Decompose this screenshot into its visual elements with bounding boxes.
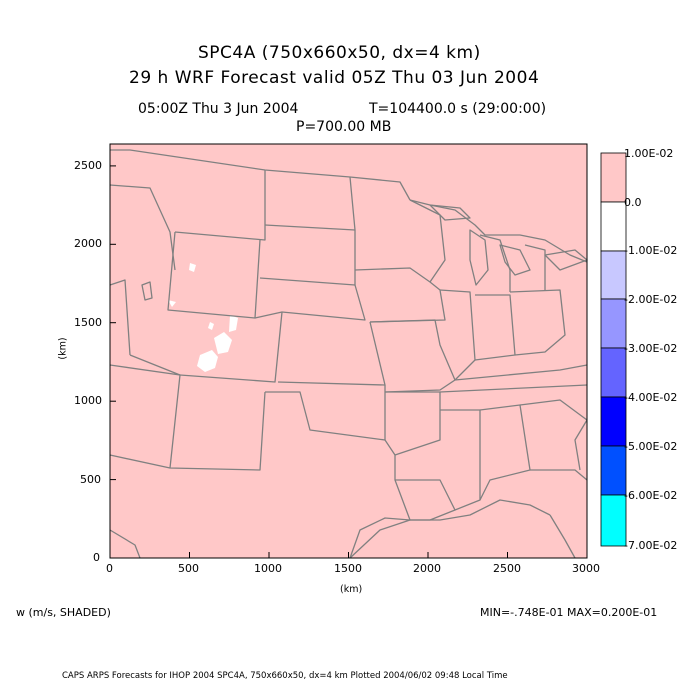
colorbar-swatch bbox=[601, 153, 626, 202]
colorbar-swatch bbox=[601, 495, 626, 546]
min-max-stats: MIN=-.748E-01 MAX=0.200E-01 bbox=[480, 606, 657, 619]
x-axis-label: (km) bbox=[340, 584, 362, 595]
x-tick-label: 2500 bbox=[493, 562, 521, 575]
colorbar-swatch bbox=[601, 251, 626, 299]
x-tick-label: 3000 bbox=[572, 562, 600, 575]
y-tick-label: 2500 bbox=[74, 159, 102, 172]
colorbar bbox=[601, 153, 626, 546]
colorbar-label: -3.00E-02 bbox=[624, 342, 677, 355]
y-axis-label: (km) bbox=[58, 337, 69, 359]
colorbar-label: -2.00E-02 bbox=[624, 293, 677, 306]
footer-credits: CAPS ARPS Forecasts for IHOP 2004 SPC4A,… bbox=[62, 671, 508, 681]
x-tick-label: 0 bbox=[106, 562, 113, 575]
map-field-background bbox=[110, 144, 587, 558]
y-tick-label: 2000 bbox=[74, 237, 102, 250]
colorbar-label: -5.00E-02 bbox=[624, 440, 677, 453]
colorbar-label: -1.00E-02 bbox=[624, 244, 677, 257]
colorbar-swatch bbox=[601, 446, 626, 495]
x-tick-label: 1000 bbox=[254, 562, 282, 575]
colorbar-swatch bbox=[601, 348, 626, 397]
colorbar-swatch bbox=[601, 299, 626, 348]
colorbar-label: 0.0 bbox=[624, 196, 642, 209]
variable-label: w (m/s, SHADED) bbox=[16, 606, 111, 619]
y-tick-label: 1000 bbox=[74, 394, 102, 407]
x-tick-label: 2000 bbox=[413, 562, 441, 575]
colorbar-label: -7.00E-02 bbox=[624, 539, 677, 552]
y-tick-label: 500 bbox=[80, 473, 101, 486]
x-tick-label: 1500 bbox=[334, 562, 362, 575]
colorbar-label: -4.00E-02 bbox=[624, 391, 677, 404]
y-tick-label: 1500 bbox=[74, 316, 102, 329]
colorbar-label: -6.00E-02 bbox=[624, 489, 677, 502]
y-tick-label: 0 bbox=[93, 551, 100, 564]
x-tick-label: 500 bbox=[178, 562, 199, 575]
colorbar-swatch bbox=[601, 397, 626, 446]
colorbar-swatch bbox=[601, 202, 626, 251]
colorbar-label: 1.00E-02 bbox=[624, 147, 673, 160]
